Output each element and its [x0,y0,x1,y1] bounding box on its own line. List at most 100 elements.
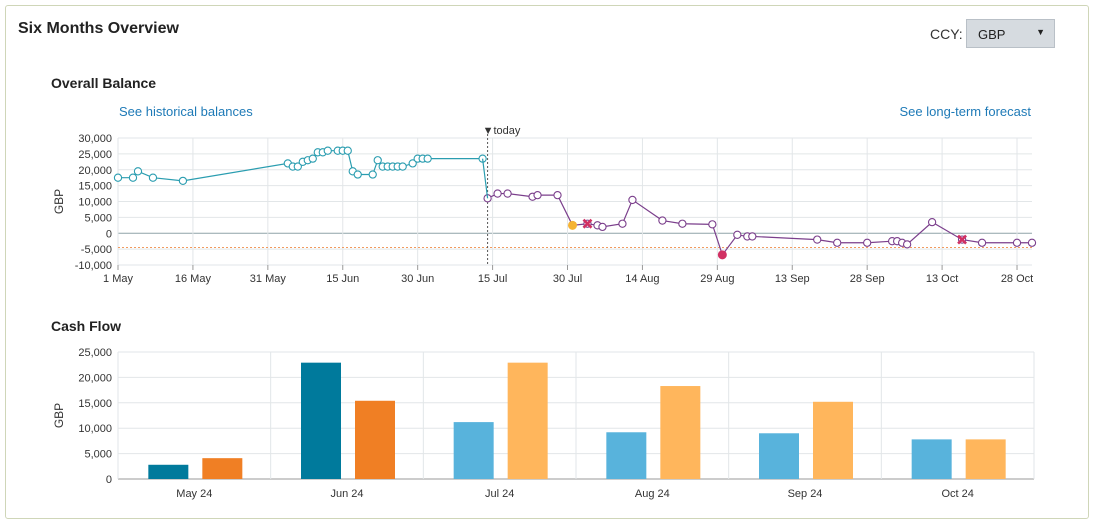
x-tick-label: Jul 24 [485,488,514,500]
cross-stroke [957,234,967,245]
historical-balance-point [398,162,407,171]
forecast-balance-point [748,232,757,241]
y-tick-label: 25,000 [78,149,112,161]
cash-inflow-bar [911,439,952,479]
forecast-balance-point [1027,238,1037,247]
y-axis-label: GBP [52,403,66,428]
historical-balances-link[interactable]: See historical balances [119,104,253,119]
forecast-balance-point [977,238,987,247]
cash-inflow-bar [148,464,189,479]
currency-select[interactable]: GBP ▼ [966,19,1055,48]
historical-balance-point [408,159,417,168]
historical-balance-point [323,146,332,155]
y-tick-label: -10,000 [75,260,112,272]
x-tick-label: May 24 [176,488,212,500]
y-tick-label: 30,000 [78,133,112,145]
cash-inflow-bar [759,433,799,479]
forecast-balance-point [628,195,637,205]
currency-selected-value: GBP [978,27,1006,42]
historical-balance-point [423,154,432,163]
cash-outflow-bar [965,439,1006,479]
chevron-down-icon: ▼ [1036,27,1045,37]
historical-balance-point [148,173,158,182]
y-tick-label: 20,000 [78,372,112,384]
cross-stroke [582,218,593,229]
forecast-balance-point [493,189,502,198]
x-tick-label: 31 May [250,273,287,285]
forecast-balance-point [553,190,562,200]
x-tick-label: 15 Jul [478,273,507,285]
y-tick-label: 15,000 [78,398,112,410]
cross-icon [957,234,967,245]
historical-balance-point [343,146,352,155]
historical-balance-point [133,167,143,176]
today-marker: ▼today [483,125,521,137]
x-tick-label: 14 Aug [625,273,659,285]
forecast-balance-point [503,189,512,198]
overall-balance-title: Overall Balance [51,75,157,91]
x-tick-label: 28 Sep [850,273,885,285]
historical-balance-point [373,156,382,165]
x-tick-label: 30 Jun [401,273,434,285]
currency-label: CCY: [930,26,963,42]
historical-balance-point [128,173,138,182]
x-tick-label: Aug 24 [635,488,670,500]
panel-title: Six Months Overview [18,20,179,37]
y-tick-label: 10,000 [78,197,112,209]
cash-inflow-bar [301,362,341,479]
x-tick-label: 13 Sep [775,273,810,285]
x-tick-label: 13 Oct [926,273,958,285]
forecast-balance-point [533,190,542,200]
cash-outflow-bar [202,458,243,479]
forecast-balance-point [833,238,842,247]
forecast-balance-point [708,220,717,229]
y-tick-label: 15,000 [78,181,112,193]
x-tick-label: 29 Aug [700,273,734,285]
x-tick-label: 30 Jul [553,273,582,285]
cash-outflow-bar [355,400,395,479]
warning-point [568,220,578,230]
y-tick-label: -5,000 [81,244,112,256]
x-tick-label: Oct 24 [941,488,973,500]
forecast-balance-point [678,219,687,228]
forecast-balance-point [1012,238,1022,247]
y-tick-label: 0 [106,474,112,486]
cross-icon [582,218,593,229]
cash-inflow-bar [606,432,647,479]
forecast-balance-point [927,217,937,227]
forecast-balance-point [598,222,607,232]
x-tick-label: 15 Jun [326,273,359,285]
long-term-forecast-link[interactable]: See long-term forecast [899,104,1031,119]
y-tick-label: 25,000 [78,347,112,359]
historical-balance-point [353,170,362,179]
cash-outflow-bar [660,386,701,479]
y-tick-label: 5,000 [84,212,112,224]
y-tick-label: 20,000 [78,165,112,177]
x-tick-label: 1 May [103,273,133,285]
historical-balance-point [178,176,188,186]
today-connector [482,158,489,199]
forecast-balance-point [658,216,667,225]
y-tick-label: 5,000 [84,449,112,461]
cash-outflow-bar [813,401,853,479]
forecast-balance-point [813,235,822,244]
forecast-balance-point [733,230,742,239]
y-tick-label: 10,000 [78,423,112,435]
historical-balance-point [293,162,302,171]
historical-balance-point [308,154,317,163]
overall-balance-chart: ▼today 30,000 25,000 20,000 15,000 10,000 5,0… [52,125,1037,285]
y-axis-label: GBP [52,189,66,214]
cash-outflow-bar [507,362,548,479]
x-tick-label: Jun 24 [330,488,363,500]
forecast-balance-point [902,240,912,249]
historical-balance-point [113,173,123,182]
forecast-balance-point [863,238,872,247]
forecast-balance-point [618,219,627,228]
y-tick-label: 0 [106,228,112,240]
x-tick-label: 16 May [175,273,212,285]
historical-balance-point [368,170,377,179]
alert-point [717,250,727,260]
cash-inflow-bar [453,422,494,479]
x-tick-label: Sep 24 [788,488,823,500]
